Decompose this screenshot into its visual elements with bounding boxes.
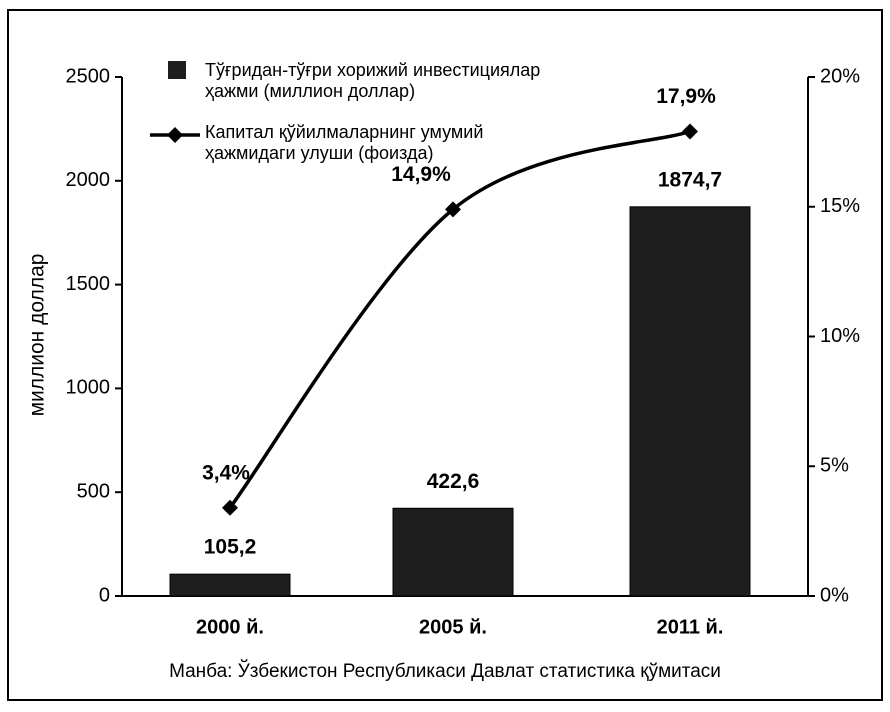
line-marker xyxy=(682,123,698,140)
line-value-label: 3,4% xyxy=(202,461,250,484)
y2-tick-label: 15% xyxy=(820,195,860,217)
y-tick-label: 1500 xyxy=(66,273,111,295)
bar-value-label: 1874,7 xyxy=(658,168,722,191)
frame xyxy=(7,9,883,701)
line xyxy=(228,129,691,509)
y-tick-label: 0 xyxy=(99,584,110,606)
y2-tick-label: 0% xyxy=(820,584,849,606)
bar xyxy=(392,507,514,597)
source-note: Манба: Ўзбекистон Республикаси Давлат ст… xyxy=(169,660,721,682)
bar-value-label: 105,2 xyxy=(204,536,257,559)
legend-swatch xyxy=(168,61,186,79)
y-tick-label: 500 xyxy=(77,480,110,502)
y-tick-label: 2500 xyxy=(66,65,111,87)
x-tick-label: 2000 й. xyxy=(196,616,264,638)
bar xyxy=(169,573,291,597)
y2-tick-label: 20% xyxy=(820,65,860,87)
y-tick-label: 2000 xyxy=(66,169,111,191)
y-tick-label: 1000 xyxy=(66,377,111,399)
line-marker xyxy=(222,499,238,516)
legend-label: Капитал қўйилмаларнинг умумий ҳажмидаги … xyxy=(205,122,484,163)
x-tick-label: 2005 й. xyxy=(419,616,487,638)
x-tick-label: 2011 й. xyxy=(657,616,724,638)
y2-tick-label: 5% xyxy=(820,455,849,477)
y2-tick-label: 10% xyxy=(820,325,860,347)
line-value-label: 14,9% xyxy=(391,163,451,186)
legend-marker xyxy=(167,127,183,143)
line-value-label: 17,9% xyxy=(656,85,716,108)
bar xyxy=(629,206,751,597)
bar-value-label: 422,6 xyxy=(427,470,480,493)
y-axis-label: миллион доллар xyxy=(26,254,49,417)
legend-label: Тўғридан-тўғри хорижий инвестициялар ҳаж… xyxy=(205,60,541,101)
line-marker xyxy=(445,201,461,218)
